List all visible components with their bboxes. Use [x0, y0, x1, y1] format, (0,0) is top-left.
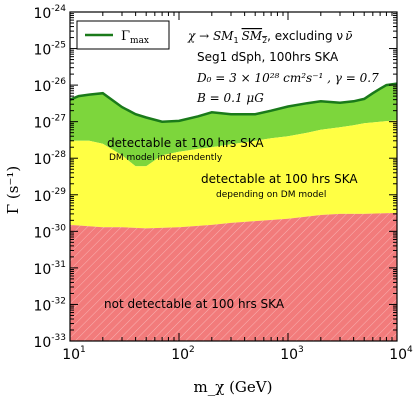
annotation-process: χ → SM1 SM2, excluding ν ν̄: [187, 29, 352, 45]
y-tick-label: 10-26: [33, 77, 66, 95]
legend-label-gamma-max: Γmax: [121, 29, 149, 46]
y-tick-label: 10-33: [33, 333, 66, 351]
series-line-gamma-max: [69, 82, 398, 123]
y-tick-label: 10-28: [33, 150, 66, 168]
x-tick-label: 102: [171, 345, 195, 363]
annotation-process-nubar: ν̄: [345, 29, 352, 43]
region-sublabel-independent: DM model independently: [109, 153, 223, 163]
annotation-process-suffix: , excluding ν: [267, 29, 343, 43]
region-label-not-detectable: not detectable at 100 hrs SKA: [104, 297, 285, 311]
annotation-process-sm2: SM: [242, 29, 263, 43]
y-axis-title: Γ (s⁻¹): [4, 166, 22, 215]
annotation-process-sub2: 2: [262, 36, 267, 45]
y-tick-label: 10-31: [33, 260, 66, 278]
annotation-process-prefix: χ → SM: [187, 29, 234, 43]
plot-frame: [69, 11, 398, 342]
y-tick-label: 10-32: [33, 296, 66, 314]
legend-label-sub: max: [130, 36, 149, 46]
annotation-bfield: B = 0.1 μG: [196, 91, 264, 105]
annotation-process-sub1: 1: [233, 36, 238, 45]
region-sublabel-dependent: depending on DM model: [216, 190, 326, 200]
y-tick-label: 10-29: [33, 187, 66, 205]
region-detectable-independent: [70, 83, 397, 167]
y-tick-label: 10-25: [33, 41, 66, 59]
legend-label-main: Γ: [121, 29, 130, 44]
y-tick-label: 10-24: [33, 4, 66, 22]
y-tick-label: 10-27: [33, 114, 66, 132]
x-axis-title: m_χ (GeV): [194, 378, 273, 396]
x-tick-label: 101: [62, 345, 86, 363]
region-label-dependent: detectable at 100 hrs SKA: [201, 172, 358, 186]
region-label-independent: detectable at 100 hrs SKA: [107, 136, 264, 150]
region-detectable-dependent: [70, 120, 397, 229]
ticks: [69, 11, 398, 342]
regions: [69, 82, 398, 341]
region-not-detectable: [70, 212, 397, 341]
x-tick-label: 104: [389, 345, 413, 363]
annotation-target: Seg1 dSph, 100hrs SKA: [197, 50, 339, 64]
y-tick-label: 10-30: [33, 223, 66, 241]
legend: Γmax: [76, 20, 170, 50]
x-tick-label: 103: [280, 345, 304, 363]
annotation-diffusion: D₀ = 3 × 10²⁸ cm²s⁻¹ , γ = 0.7: [196, 71, 379, 85]
tick-labels: 101 102 103 104 10-33 10-32 10-31 10-30 10-29 10-…: [33, 4, 413, 363]
